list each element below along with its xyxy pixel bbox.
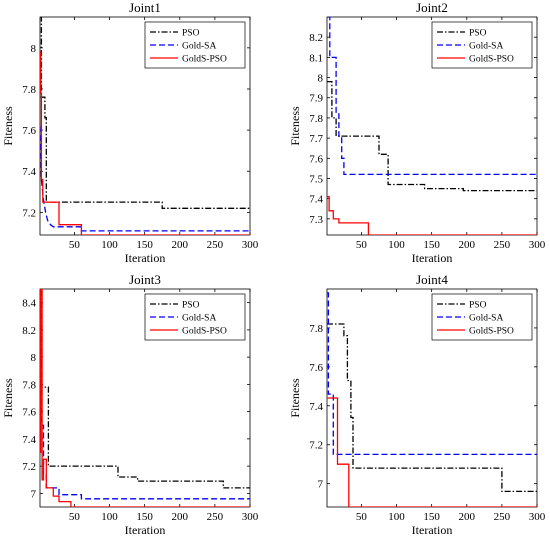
x-tick-label: 150 xyxy=(136,239,153,251)
x-axis-label: Iteration xyxy=(412,523,453,537)
x-tick-label: 50 xyxy=(356,511,368,523)
x-tick-label: 100 xyxy=(101,239,118,251)
y-tick-label: 7.6 xyxy=(309,362,323,374)
x-tick-label: 50 xyxy=(69,239,81,251)
x-axis-label: Iteration xyxy=(412,251,453,265)
legend-label: PSO xyxy=(469,301,487,311)
x-axis-label: Iteration xyxy=(125,523,166,537)
x-tick-label: 150 xyxy=(423,239,440,251)
y-tick-label: 7.8 xyxy=(22,84,36,96)
y-tick-label: 7.2 xyxy=(22,461,36,473)
x-tick-label: 250 xyxy=(494,511,511,523)
x-tick-label: 100 xyxy=(101,511,118,523)
y-tick-label: 7.5 xyxy=(309,173,323,185)
legend-label: Gold-SA xyxy=(469,314,503,324)
series-line-pso xyxy=(40,291,250,489)
y-tick-label: 8.1 xyxy=(309,52,323,64)
y-tick-label: 8.2 xyxy=(22,325,36,337)
legend-label: GoldS-PSO xyxy=(182,327,227,337)
legend-label: GoldS-PSO xyxy=(469,327,514,337)
legend-label: GoldS-PSO xyxy=(182,55,227,65)
series-line-golds-pso xyxy=(327,397,537,507)
y-tick-label: 7.4 xyxy=(309,401,323,413)
x-tick-label: 200 xyxy=(459,511,476,523)
chart-title: Joint3 xyxy=(129,272,161,287)
y-tick-label: 7.9 xyxy=(309,93,323,105)
x-tick-label: 250 xyxy=(207,511,224,523)
legend: PSO Gold-SA GoldS-PSO xyxy=(431,293,533,341)
y-axis-label: Fiteness xyxy=(1,378,15,418)
legend: PSO Gold-SA GoldS-PSO xyxy=(144,21,246,69)
x-tick-label: 150 xyxy=(136,511,153,523)
x-tick-label: 100 xyxy=(388,511,405,523)
x-axis-label: Iteration xyxy=(125,251,166,265)
chart-panel-2: Joint2 50 100 150 200 250 300 7.3 7.4 7.5 7.6 7.7 7.… xyxy=(288,0,546,265)
y-tick-label: 8 xyxy=(318,73,324,85)
y-tick-label: 7.4 xyxy=(309,194,323,206)
y-tick-label: 7 xyxy=(318,479,324,491)
x-tick-label: 300 xyxy=(529,239,546,251)
chart-title: Joint2 xyxy=(416,0,448,15)
legend-label: Gold-SA xyxy=(182,314,216,324)
y-tick-label: 7.6 xyxy=(309,153,323,165)
x-tick-label: 200 xyxy=(172,511,189,523)
legend-label: PSO xyxy=(469,29,487,39)
y-tick-label: 7 xyxy=(31,488,37,500)
y-axis-label: Fiteness xyxy=(1,106,15,146)
x-tick-label: 200 xyxy=(172,239,189,251)
series-line-golds-pso xyxy=(40,51,250,235)
x-tick-label: 300 xyxy=(529,511,546,523)
y-tick-label: 7.8 xyxy=(22,379,36,391)
y-axis-label: Fiteness xyxy=(288,106,302,146)
legend-label: Gold-SA xyxy=(469,42,503,52)
y-tick-label: 8.4 xyxy=(22,298,36,310)
legend-label: GoldS-PSO xyxy=(469,55,514,65)
y-tick-label: 7.6 xyxy=(22,407,36,419)
chart-title: Joint4 xyxy=(416,272,448,287)
chart-title: Joint1 xyxy=(129,0,161,15)
series-line-gold-sa xyxy=(40,363,250,500)
legend-label: PSO xyxy=(182,29,200,39)
y-tick-label: 8 xyxy=(31,352,37,364)
y-tick-label: 7.2 xyxy=(309,440,323,452)
legend-label: PSO xyxy=(182,301,200,311)
series-line-golds-pso xyxy=(40,289,250,507)
x-tick-label: 100 xyxy=(388,239,405,251)
x-tick-label: 200 xyxy=(459,239,476,251)
series-line-gold-sa xyxy=(327,292,537,456)
y-tick-label: 7.4 xyxy=(22,434,36,446)
chart-panel-3: Joint3 50 100 150 200 250 300 7 7.2 7.4 7.6 7.8 8 8.2… xyxy=(1,272,259,537)
x-tick-label: 300 xyxy=(242,511,259,523)
y-tick-label: 7.2 xyxy=(22,207,36,219)
legend: PSO Gold-SA GoldS-PSO xyxy=(431,21,533,69)
x-tick-label: 50 xyxy=(69,511,81,523)
y-tick-label: 7.7 xyxy=(309,133,323,145)
series-line-pso xyxy=(327,323,537,493)
chart-panel-1: Joint1 50 100 150 200 250 300 7.2 7.4 7.6 7.8 8 Iter… xyxy=(1,0,259,265)
legend: PSO Gold-SA GoldS-PSO xyxy=(144,293,246,341)
y-tick-label: 7.8 xyxy=(309,323,323,335)
legend-label: Gold-SA xyxy=(182,42,216,52)
y-tick-label: 7.6 xyxy=(22,125,36,137)
y-tick-label: 8 xyxy=(31,43,37,55)
x-tick-label: 250 xyxy=(207,239,224,251)
x-tick-label: 50 xyxy=(356,239,368,251)
y-tick-label: 7.4 xyxy=(22,166,36,178)
x-tick-label: 300 xyxy=(242,239,259,251)
y-tick-label: 7.8 xyxy=(309,113,323,125)
series-line-gold-sa xyxy=(327,17,537,176)
series-line-pso xyxy=(327,80,537,192)
chart-panel-4: Joint4 50 100 150 200 250 300 7 7.2 7.4 7.6 7.8 Iter… xyxy=(288,272,546,537)
y-tick-label: 7.3 xyxy=(309,214,323,226)
y-axis-label: Fiteness xyxy=(288,378,302,418)
y-tick-label: 8.2 xyxy=(309,32,323,44)
x-tick-label: 250 xyxy=(494,239,511,251)
x-tick-label: 150 xyxy=(423,511,440,523)
series-line-golds-pso xyxy=(327,195,537,235)
series-line-pso xyxy=(40,17,250,209)
